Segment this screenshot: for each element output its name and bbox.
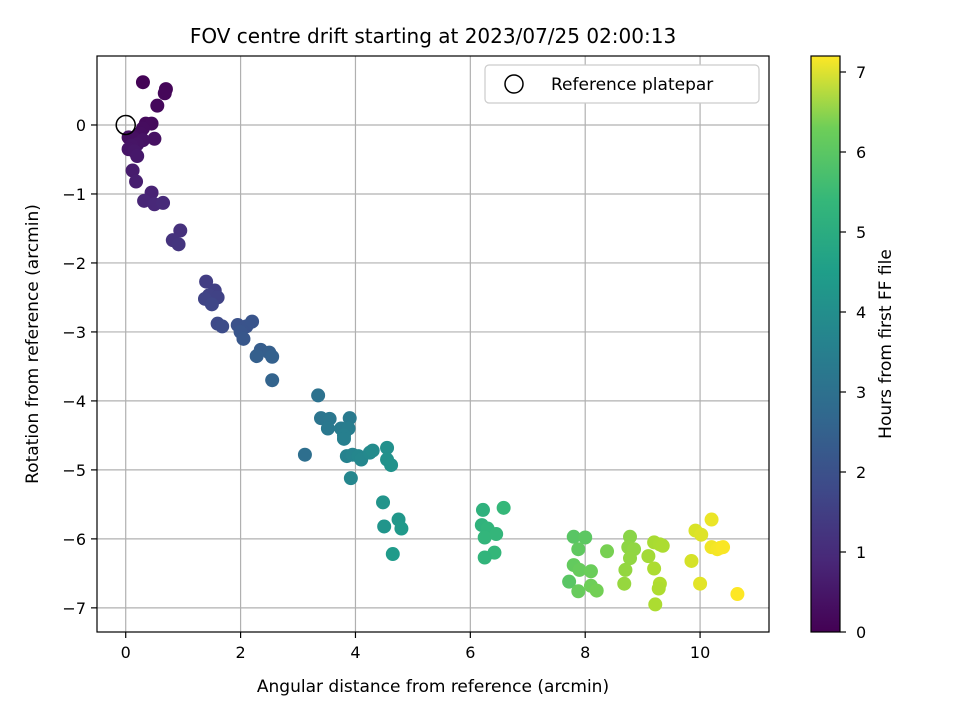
colorbar: 0 1 2 3 4 5 6 7 Hours from first FF file — [810, 55, 896, 642]
data-point — [475, 502, 490, 517]
data-point — [204, 297, 219, 312]
data-point — [477, 530, 492, 545]
data-point — [130, 149, 145, 164]
y-tick-label: −5 — [62, 461, 86, 480]
data-point — [365, 443, 380, 458]
legend-box — [484, 64, 760, 104]
x-tick-label: 6 — [465, 643, 475, 662]
x-axis-ticks: 0 2 4 6 8 10 — [121, 632, 710, 662]
y-tick-label: −7 — [62, 599, 86, 618]
data-point — [377, 519, 392, 534]
data-point — [651, 581, 666, 596]
data-point — [562, 574, 577, 589]
data-point — [129, 174, 144, 189]
data-point — [600, 544, 615, 559]
data-point — [566, 529, 581, 544]
data-point — [618, 562, 633, 577]
data-point — [156, 195, 171, 210]
data-point — [297, 447, 312, 462]
colorbar-ticks: 0 1 2 3 4 5 6 7 — [840, 63, 866, 642]
data-point — [647, 561, 662, 576]
data-point — [571, 584, 586, 599]
x-axis-label: Angular distance from reference (arcmin) — [257, 677, 609, 697]
data-point — [648, 597, 663, 612]
data-point — [236, 331, 251, 346]
y-axis-ticks: 0 −1 −2 −3 −4 −5 −6 −7 — [62, 116, 97, 618]
data-point — [572, 562, 587, 577]
y-tick-label: −4 — [62, 392, 86, 411]
data-point — [716, 540, 731, 555]
data-point — [489, 527, 504, 542]
y-tick-label: −3 — [62, 323, 86, 342]
data-point — [496, 500, 511, 515]
data-point — [684, 553, 699, 568]
data-point — [173, 223, 188, 238]
colorbar-tick-label: 2 — [856, 463, 866, 482]
data-point — [578, 530, 593, 545]
data-point — [583, 564, 598, 579]
data-point — [694, 527, 709, 542]
data-point — [380, 440, 395, 455]
x-tick-label: 8 — [580, 643, 590, 662]
data-point — [385, 547, 400, 562]
data-point — [157, 86, 172, 101]
colorbar-gradient — [810, 55, 841, 633]
colorbar-tick-label: 6 — [856, 143, 866, 162]
data-point — [623, 551, 638, 566]
legend-label-reference: Reference platepar — [551, 75, 713, 95]
data-point — [147, 131, 162, 146]
data-point — [589, 583, 604, 598]
colorbar-tick-label: 1 — [856, 543, 866, 562]
data-point — [320, 421, 335, 436]
data-point — [342, 411, 357, 426]
chart-title: FOV centre drift starting at 2023/07/25 … — [190, 24, 676, 48]
data-point — [693, 576, 708, 591]
data-point — [617, 576, 632, 591]
x-tick-label: 10 — [690, 643, 710, 662]
colorbar-tick-label: 5 — [856, 223, 866, 242]
legend: Reference platepar — [484, 64, 760, 104]
data-point — [199, 274, 214, 289]
data-point — [265, 373, 280, 388]
data-point — [135, 75, 150, 90]
data-point — [384, 458, 399, 473]
reference-platepar-marker — [115, 114, 136, 136]
data-point — [623, 529, 638, 544]
data-point — [730, 587, 745, 602]
colorbar-label: Hours from first FF file — [876, 249, 896, 439]
y-tick-label: −6 — [62, 530, 86, 549]
colorbar-tick-label: 0 — [856, 623, 866, 642]
data-point — [171, 237, 186, 252]
data-point — [215, 319, 230, 334]
colorbar-tick-label: 7 — [856, 63, 866, 82]
y-axis-label: Rotation from reference (arcmin) — [23, 204, 43, 484]
data-point — [477, 550, 492, 565]
data-point — [641, 549, 656, 564]
y-tick-label: −2 — [62, 254, 86, 273]
data-point — [311, 388, 326, 403]
plot-frame — [96, 55, 770, 633]
legend-marker-reference — [504, 74, 524, 94]
colorbar-tick-label: 4 — [856, 303, 866, 322]
data-point — [245, 314, 260, 329]
y-tick-label: 0 — [76, 116, 86, 135]
data-point — [265, 349, 280, 364]
data-point — [336, 431, 351, 446]
data-point — [125, 163, 140, 178]
data-point — [571, 542, 586, 557]
data-point — [394, 521, 409, 536]
colorbar-tick-label: 3 — [856, 383, 866, 402]
x-tick-label: 4 — [350, 643, 360, 662]
data-point — [150, 98, 165, 113]
data-point — [376, 495, 391, 510]
data-points — [115, 75, 745, 612]
y-tick-label: −1 — [62, 185, 86, 204]
x-tick-label: 0 — [121, 643, 131, 662]
data-point — [249, 349, 264, 364]
data-point — [343, 471, 358, 486]
x-tick-label: 2 — [235, 643, 245, 662]
data-point — [655, 538, 670, 553]
data-point — [704, 512, 719, 527]
